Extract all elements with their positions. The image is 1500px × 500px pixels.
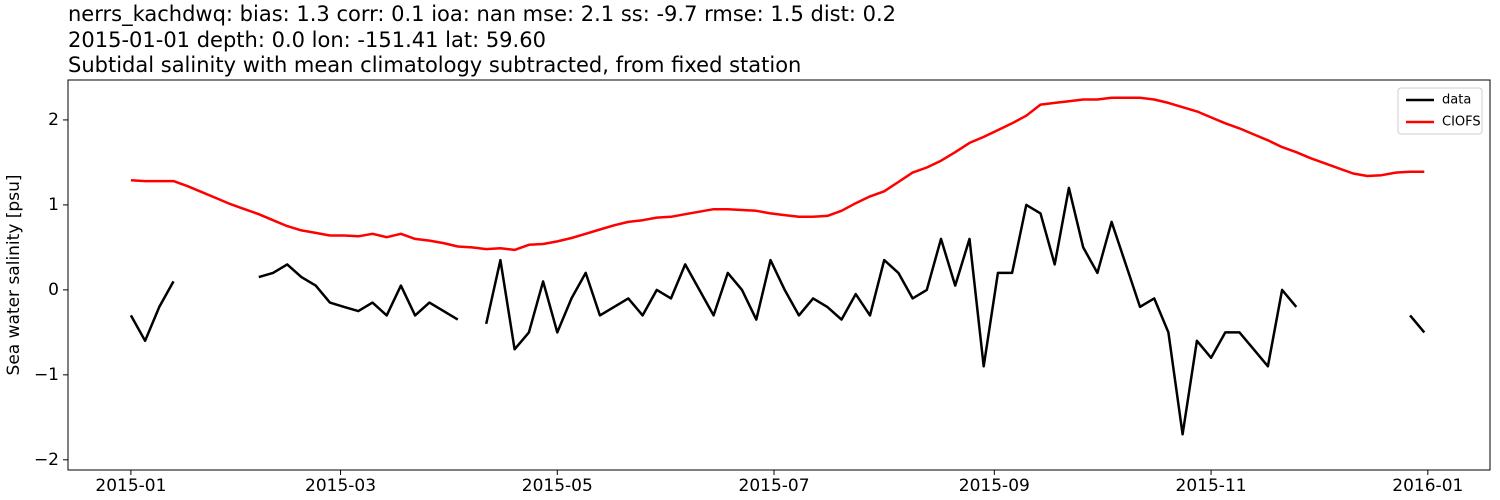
y-tick-label: 1 [48, 195, 59, 215]
y-tick-label: −2 [34, 450, 59, 470]
x-tick-label: 2016-01 [1392, 476, 1463, 496]
title-line: 2015-01-01 depth: 0.0 lon: -151.41 lat: … [68, 28, 546, 52]
y-tick-label: 2 [48, 110, 59, 130]
x-tick-label: 2015-11 [1176, 476, 1247, 496]
x-tick-label: 2015-05 [522, 476, 593, 496]
x-tick-label: 2015-03 [305, 476, 376, 496]
title-line: nerrs_kachdwq: bias: 1.3 corr: 0.1 ioa: … [68, 2, 896, 27]
y-tick-label: 0 [48, 280, 59, 300]
title-line: Subtidal salinity with mean climatology … [68, 53, 801, 77]
y-tick-label: −1 [34, 365, 59, 385]
series-line [129, 186, 1426, 436]
plot-frame [67, 79, 1491, 471]
x-tick-label: 2015-09 [959, 476, 1030, 496]
legend-label: CIOFS [1442, 115, 1481, 130]
legend-label: data [1442, 93, 1471, 108]
x-tick-label: 2015-01 [95, 476, 166, 496]
series-line [130, 96, 1425, 252]
x-tick-label: 2015-07 [739, 476, 810, 496]
y-axis-label: Sea water salinity [psu] [4, 175, 24, 376]
